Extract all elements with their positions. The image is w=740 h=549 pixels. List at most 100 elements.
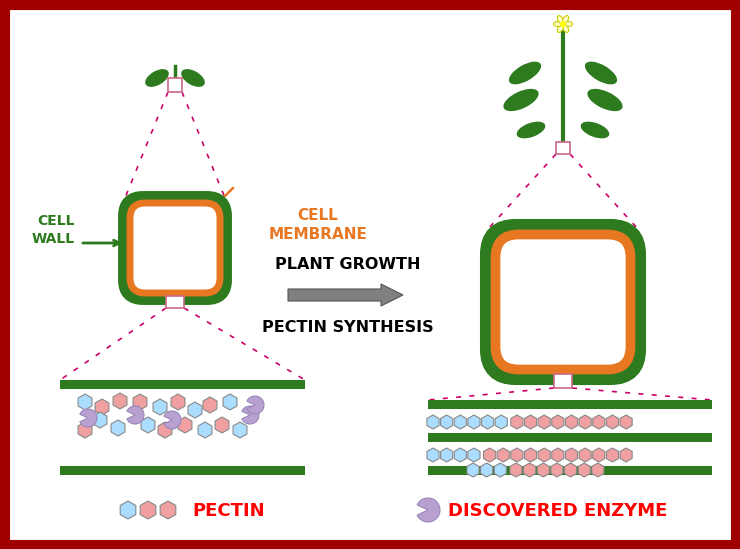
FancyBboxPatch shape bbox=[168, 78, 182, 92]
Text: CELL
WALL: CELL WALL bbox=[32, 214, 75, 245]
Ellipse shape bbox=[563, 21, 573, 26]
Bar bbox=[428, 442, 712, 466]
Ellipse shape bbox=[181, 69, 205, 87]
Polygon shape bbox=[440, 448, 453, 462]
Polygon shape bbox=[606, 415, 619, 429]
Polygon shape bbox=[620, 448, 632, 462]
Polygon shape bbox=[565, 448, 577, 462]
Polygon shape bbox=[203, 397, 217, 413]
Polygon shape bbox=[593, 415, 605, 429]
Bar bbox=[60, 389, 305, 466]
FancyBboxPatch shape bbox=[554, 374, 572, 388]
Polygon shape bbox=[497, 448, 509, 462]
Polygon shape bbox=[80, 409, 97, 427]
Ellipse shape bbox=[503, 89, 539, 111]
Polygon shape bbox=[468, 415, 480, 429]
Polygon shape bbox=[160, 501, 176, 519]
Ellipse shape bbox=[562, 24, 568, 32]
FancyBboxPatch shape bbox=[489, 228, 637, 376]
Polygon shape bbox=[427, 415, 439, 429]
Polygon shape bbox=[565, 415, 577, 429]
Polygon shape bbox=[188, 402, 202, 418]
Polygon shape bbox=[417, 498, 440, 522]
Polygon shape bbox=[427, 448, 439, 462]
Polygon shape bbox=[480, 463, 493, 477]
Polygon shape bbox=[620, 415, 632, 429]
Ellipse shape bbox=[581, 122, 609, 138]
Polygon shape bbox=[233, 422, 247, 438]
Bar bbox=[60, 466, 305, 475]
Polygon shape bbox=[538, 448, 551, 462]
Polygon shape bbox=[494, 463, 506, 477]
Ellipse shape bbox=[588, 89, 622, 111]
Circle shape bbox=[560, 21, 566, 27]
Polygon shape bbox=[525, 448, 536, 462]
Polygon shape bbox=[510, 463, 522, 477]
Polygon shape bbox=[440, 415, 453, 429]
Polygon shape bbox=[579, 448, 591, 462]
Polygon shape bbox=[454, 448, 466, 462]
Polygon shape bbox=[164, 411, 181, 429]
Polygon shape bbox=[537, 463, 549, 477]
Text: DISCOVERED ENZYME: DISCOVERED ENZYME bbox=[448, 502, 667, 520]
Bar bbox=[60, 380, 305, 389]
Polygon shape bbox=[93, 412, 107, 428]
FancyBboxPatch shape bbox=[166, 296, 184, 308]
Polygon shape bbox=[113, 393, 127, 409]
Polygon shape bbox=[525, 415, 536, 429]
Polygon shape bbox=[467, 463, 479, 477]
Polygon shape bbox=[511, 415, 523, 429]
Polygon shape bbox=[140, 501, 156, 519]
Polygon shape bbox=[141, 417, 155, 433]
Bar bbox=[428, 433, 712, 442]
Polygon shape bbox=[95, 399, 109, 415]
Polygon shape bbox=[454, 415, 466, 429]
FancyBboxPatch shape bbox=[496, 234, 630, 369]
FancyBboxPatch shape bbox=[556, 142, 570, 154]
Bar bbox=[428, 409, 712, 433]
Polygon shape bbox=[552, 415, 564, 429]
Polygon shape bbox=[495, 415, 508, 429]
Text: PECTIN: PECTIN bbox=[192, 502, 265, 520]
Polygon shape bbox=[538, 415, 551, 429]
Polygon shape bbox=[468, 448, 480, 462]
Polygon shape bbox=[242, 406, 259, 424]
Polygon shape bbox=[78, 394, 92, 410]
Polygon shape bbox=[215, 417, 229, 433]
FancyBboxPatch shape bbox=[130, 203, 220, 293]
Polygon shape bbox=[171, 394, 185, 410]
Bar bbox=[428, 400, 712, 409]
Ellipse shape bbox=[562, 15, 568, 24]
Polygon shape bbox=[178, 417, 192, 433]
Text: CELL
MEMBRANE: CELL MEMBRANE bbox=[269, 208, 368, 242]
Text: PLANT GROWTH: PLANT GROWTH bbox=[275, 257, 421, 272]
Polygon shape bbox=[552, 448, 564, 462]
Polygon shape bbox=[223, 394, 237, 410]
Polygon shape bbox=[133, 394, 147, 410]
Ellipse shape bbox=[509, 61, 541, 85]
Polygon shape bbox=[120, 501, 136, 519]
Polygon shape bbox=[592, 463, 604, 477]
Polygon shape bbox=[606, 448, 619, 462]
Polygon shape bbox=[153, 399, 167, 415]
Polygon shape bbox=[523, 463, 536, 477]
Polygon shape bbox=[511, 448, 523, 462]
Ellipse shape bbox=[585, 61, 617, 85]
Ellipse shape bbox=[554, 21, 562, 26]
Polygon shape bbox=[551, 463, 563, 477]
Polygon shape bbox=[483, 448, 496, 462]
Polygon shape bbox=[579, 415, 591, 429]
Polygon shape bbox=[578, 463, 591, 477]
Polygon shape bbox=[288, 284, 403, 306]
Polygon shape bbox=[482, 415, 494, 429]
Polygon shape bbox=[158, 422, 172, 438]
Bar bbox=[428, 466, 712, 475]
Text: PECTIN SYNTHESIS: PECTIN SYNTHESIS bbox=[262, 320, 434, 335]
Ellipse shape bbox=[145, 69, 169, 87]
Ellipse shape bbox=[557, 24, 564, 32]
Ellipse shape bbox=[517, 122, 545, 138]
Ellipse shape bbox=[557, 15, 564, 24]
Polygon shape bbox=[127, 406, 144, 424]
Polygon shape bbox=[111, 420, 125, 436]
Polygon shape bbox=[593, 448, 605, 462]
